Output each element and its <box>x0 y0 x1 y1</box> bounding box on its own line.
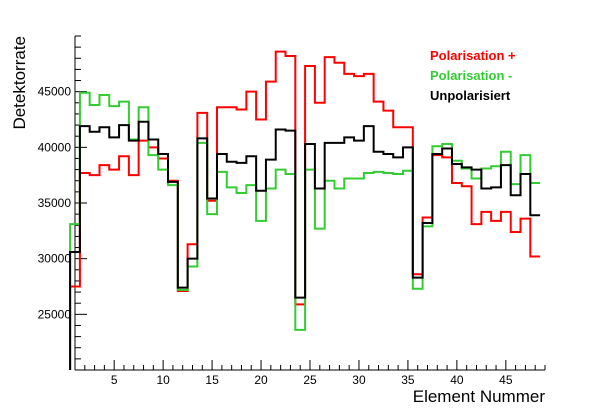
x-tick-label: 30 <box>352 373 366 387</box>
series-line <box>69 120 541 370</box>
legend-entry: Polarisation + <box>430 48 516 63</box>
y-tick-label: 30000 <box>38 252 72 266</box>
legend: Polarisation + Polarisation - Unpolarisier… <box>430 48 516 103</box>
y-tick-label: 25000 <box>38 307 72 321</box>
x-tick-label: 15 <box>205 373 219 387</box>
series-line <box>69 91 541 370</box>
x-axis-title: Element Nummer <box>413 387 546 406</box>
x-tick-label: 25 <box>303 373 317 387</box>
plot-area <box>74 36 545 371</box>
x-tick-label: 45 <box>499 373 513 387</box>
legend-entry: Unpolarisiert <box>430 88 511 103</box>
series-unpolarisiert <box>69 120 541 370</box>
x-tick-label: 20 <box>254 373 268 387</box>
y-axis-title: Detektorrate <box>10 36 29 130</box>
y-tick-label: 40000 <box>38 140 72 154</box>
y-tick-label: 35000 <box>38 196 72 210</box>
x-tick-label: 10 <box>156 373 170 387</box>
x-tick-label: 5 <box>111 373 118 387</box>
y-axis-ticks: 25000 30000 35000 40000 45000 <box>38 35 87 371</box>
x-tick-label: 40 <box>450 373 464 387</box>
legend-entry: Polarisation - <box>430 68 512 83</box>
x-axis-ticks: 5 10 15 20 25 30 35 40 45 <box>74 360 546 387</box>
y-tick-label: 45000 <box>38 85 72 99</box>
series-polarisation <box>69 91 541 370</box>
x-tick-label: 35 <box>401 373 415 387</box>
series-group <box>69 50 541 370</box>
